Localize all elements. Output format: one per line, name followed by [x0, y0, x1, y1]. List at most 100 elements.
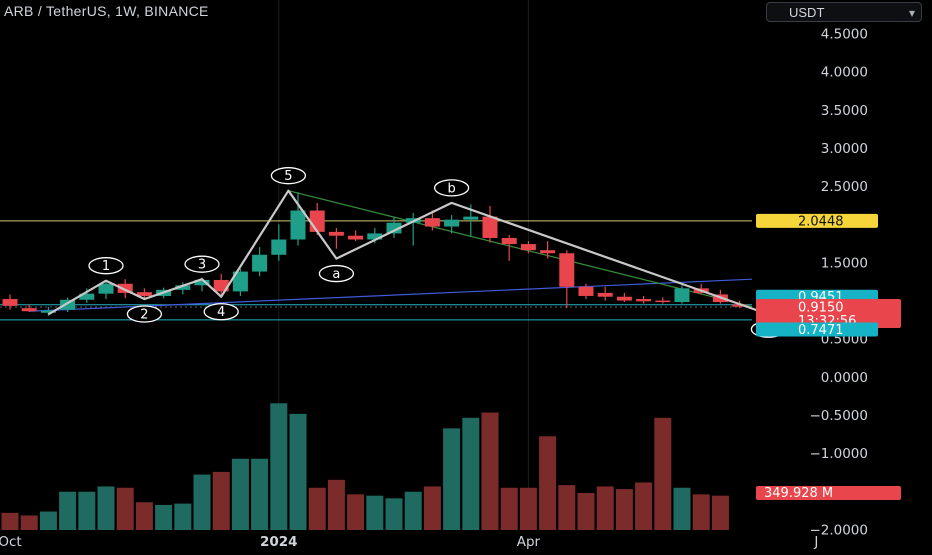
volume-bar: [558, 485, 576, 530]
wave-label-bubble: [318, 264, 355, 283]
volume-bar: [97, 486, 115, 530]
wave-label-2: 2: [140, 308, 148, 323]
volume-bar: [174, 503, 192, 530]
candle-body: [21, 308, 37, 312]
volume-bar: [423, 486, 441, 530]
y-axis-tick-label: 0.0000: [821, 370, 868, 386]
candle-body: [424, 218, 440, 227]
last-price-tag: 0.9150: [798, 301, 844, 316]
volume-bar: [596, 486, 614, 530]
y-axis-tick-label: 3.5000: [821, 103, 868, 119]
y-axis-tick-label: −2.0000: [809, 522, 868, 538]
wave-path: [47, 189, 769, 316]
wave-label-5: 5: [284, 169, 292, 184]
x-axis-label: Apr: [517, 534, 541, 550]
volume-bar: [78, 491, 96, 530]
candle-body: [252, 254, 268, 272]
last-price-tag-bg: [756, 299, 901, 329]
volume-bar: [116, 487, 134, 530]
volume-bar: [289, 413, 307, 530]
candle-body: [520, 244, 536, 251]
x-axis-label: 2024: [260, 534, 298, 550]
candle-body: [559, 253, 575, 287]
volume-bar: [193, 474, 211, 530]
candle-body: [482, 216, 498, 238]
wave-label-b: b: [447, 181, 455, 196]
volume-bar: [519, 487, 537, 530]
candle-body: [117, 283, 133, 293]
candle-body: [655, 300, 671, 303]
y-axis-tick-label: −0.5000: [809, 408, 868, 424]
candle-body: [328, 231, 344, 236]
y-axis-tick-label: 1.5000: [821, 255, 868, 271]
resistance-tag: 2.0448: [798, 214, 844, 229]
candle-body: [597, 292, 613, 297]
lower-support-tag: 0.7471: [798, 323, 844, 338]
candle-body: [175, 285, 191, 290]
candle-body: [732, 304, 748, 307]
wave-label-4: 4: [217, 305, 225, 320]
wave-label-bubble: [433, 179, 470, 197]
volume-bar: [59, 491, 77, 530]
candle-body: [309, 210, 325, 232]
candle-body: [40, 310, 56, 313]
candle-body: [501, 237, 517, 245]
x-axis-label: Oct: [0, 534, 22, 550]
currency-selector-label: USDT: [789, 5, 825, 20]
resistance-tag-bg: [756, 213, 878, 228]
volume-bar: [327, 479, 345, 530]
volume-tag: 349.928 M: [764, 486, 833, 501]
wave-label-bubble: [184, 255, 220, 273]
y-axis-tick-label: 2.5000: [821, 179, 868, 195]
y-axis-tick-label: −1.0000: [809, 446, 868, 462]
candle-body: [616, 296, 632, 301]
candle-body: [463, 216, 479, 220]
volume-tag-bg: [756, 486, 901, 500]
wave-label-bubble: [270, 167, 307, 185]
volume-bar: [443, 428, 461, 530]
wave-label-1: 1: [102, 259, 110, 274]
y-axis-tick-label: 4.5000: [821, 27, 868, 43]
volume-bar: [654, 417, 672, 530]
lower-support-tag-bg: [756, 322, 878, 337]
chart-title: ARB / TetherUS, 1W, BINANCE: [4, 3, 209, 19]
volume-bar: [711, 495, 729, 530]
volume-bar: [347, 494, 365, 530]
volume-bar: [673, 487, 691, 530]
volume-bar: [615, 489, 633, 530]
volume-bar: [231, 458, 249, 530]
volume-bar: [251, 458, 269, 530]
candle-body: [98, 283, 114, 294]
candle-body: [2, 299, 18, 306]
currency-selector-button[interactable]: USDT ▾: [766, 2, 922, 22]
candle-body: [290, 210, 306, 240]
x-axis-label: J: [813, 534, 818, 550]
candle-body: [348, 235, 364, 240]
candle-body: [578, 286, 594, 296]
candle-body: [136, 292, 152, 296]
volume-bar: [270, 403, 288, 530]
wave-label-bubble: [88, 257, 124, 275]
volume-bar: [155, 504, 173, 530]
candle-body: [194, 279, 210, 286]
candle-body: [367, 233, 383, 240]
candle-body: [540, 250, 556, 254]
candle-body: [271, 239, 287, 255]
volume-bar: [20, 515, 38, 530]
volume-bar: [404, 491, 422, 530]
volume-bar: [385, 498, 403, 530]
chevron-down-icon: ▾: [908, 6, 915, 20]
volume-bar: [500, 487, 518, 530]
candle-body: [674, 288, 690, 303]
y-axis-tick-label: 3.0000: [821, 141, 868, 157]
candle-body: [444, 219, 460, 227]
candle-body: [60, 299, 76, 310]
volume-bar: [39, 511, 57, 530]
wave-label-bubble: [126, 305, 163, 323]
candle-body: [213, 279, 229, 292]
volume-bar: [635, 482, 653, 530]
volume-bar: [212, 471, 230, 530]
candle-body: [386, 222, 402, 234]
